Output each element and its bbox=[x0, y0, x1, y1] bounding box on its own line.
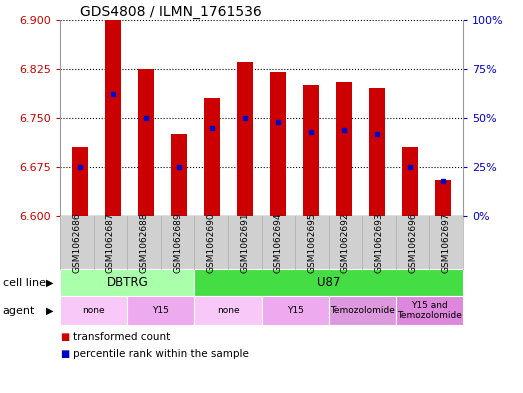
Bar bbox=[435, 180, 451, 216]
Text: GSM1062692: GSM1062692 bbox=[341, 213, 350, 273]
Text: GSM1062689: GSM1062689 bbox=[173, 212, 182, 273]
Text: GSM1062688: GSM1062688 bbox=[140, 212, 149, 273]
Bar bbox=[170, 134, 187, 216]
Text: GSM1062697: GSM1062697 bbox=[441, 212, 451, 273]
Text: ■: ■ bbox=[60, 349, 70, 359]
Text: percentile rank within the sample: percentile rank within the sample bbox=[73, 349, 249, 359]
Text: transformed count: transformed count bbox=[73, 332, 170, 342]
Text: GSM1062695: GSM1062695 bbox=[308, 212, 316, 273]
Bar bbox=[303, 85, 319, 216]
Text: agent: agent bbox=[3, 306, 35, 316]
Bar bbox=[72, 147, 88, 216]
Text: GSM1062686: GSM1062686 bbox=[72, 212, 82, 273]
Text: ■: ■ bbox=[60, 332, 70, 342]
Text: GDS4808 / ILMN_1761536: GDS4808 / ILMN_1761536 bbox=[81, 5, 262, 18]
Text: ▶: ▶ bbox=[46, 277, 53, 288]
Text: ▶: ▶ bbox=[46, 306, 53, 316]
Text: none: none bbox=[83, 306, 105, 315]
Text: GSM1062687: GSM1062687 bbox=[106, 212, 115, 273]
Text: Temozolomide: Temozolomide bbox=[329, 306, 395, 315]
Bar bbox=[138, 69, 154, 216]
Text: GSM1062691: GSM1062691 bbox=[240, 212, 249, 273]
Text: GSM1062693: GSM1062693 bbox=[374, 212, 383, 273]
Bar bbox=[336, 82, 353, 216]
Text: none: none bbox=[217, 306, 239, 315]
Text: GSM1062696: GSM1062696 bbox=[408, 212, 417, 273]
Bar bbox=[369, 88, 385, 216]
Bar bbox=[237, 62, 253, 216]
Text: GSM1062690: GSM1062690 bbox=[207, 212, 215, 273]
Bar bbox=[105, 20, 121, 216]
Text: cell line: cell line bbox=[3, 277, 46, 288]
Text: Y15: Y15 bbox=[152, 306, 169, 315]
Bar bbox=[270, 72, 286, 216]
Text: DBTRG: DBTRG bbox=[106, 276, 148, 289]
Bar bbox=[204, 98, 220, 216]
Bar bbox=[402, 147, 418, 216]
Text: Y15 and
Temozolomide: Y15 and Temozolomide bbox=[397, 301, 462, 320]
Text: U87: U87 bbox=[317, 276, 340, 289]
Text: Y15: Y15 bbox=[287, 306, 303, 315]
Text: GSM1062694: GSM1062694 bbox=[274, 213, 283, 273]
